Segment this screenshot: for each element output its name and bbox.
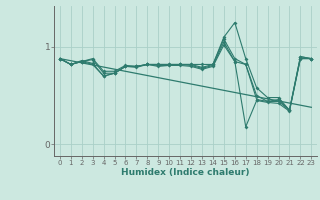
X-axis label: Humidex (Indice chaleur): Humidex (Indice chaleur) (121, 168, 250, 177)
